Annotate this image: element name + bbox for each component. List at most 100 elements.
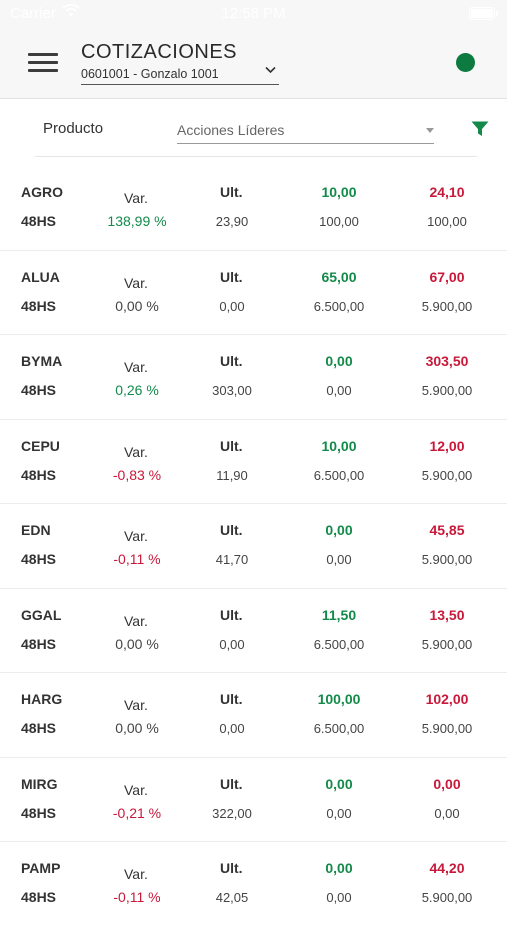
ask-quantity: 5.900,00 [421, 721, 473, 736]
variation-value: -0,21 % [112, 804, 162, 821]
bid-quantity: 6.500,00 [313, 636, 365, 652]
last-price-label: Ult. [220, 775, 243, 792]
bid-price: 0,00 [325, 353, 353, 369]
last-price-label: Ult. [220, 437, 243, 454]
status-time: 12:58 PM [221, 5, 286, 22]
bid-quantity: 6.500,00 [313, 467, 365, 483]
last-price-value: 42,05 [215, 890, 249, 905]
last-price-value: 0,00 [219, 636, 245, 652]
quote-row[interactable]: HARG 48HS Var. 0,00 % Ult. 0,00 100,00 6.500,00… [0, 673, 507, 758]
bid-quantity: 0,00 [326, 552, 352, 567]
ticker-symbol: CEPU [21, 437, 60, 454]
account-selector[interactable]: 0601001 - Gonzalo 1001 [81, 65, 279, 85]
last-price-value: 0,00 [219, 298, 245, 314]
bid-price: 0,00 [325, 775, 353, 792]
bid-quantity: 100,00 [319, 214, 359, 229]
ticker-symbol: GGAL [21, 606, 62, 623]
variation-label: Var. [124, 528, 148, 544]
quote-row[interactable]: EDN 48HS Var. -0,11 % Ult. 41,70 0,00 0,00 45,85… [0, 504, 507, 589]
ask-price: 24,10 [429, 184, 465, 200]
chevron-down-icon [265, 66, 276, 74]
bid-price: 65,00 [321, 268, 357, 285]
quote-row[interactable]: GGAL 48HS Var. 0,00 % Ult. 0,00 11,50 6.500,00 1… [0, 589, 507, 673]
bid-price: 10,00 [321, 184, 357, 200]
page-title: COTIZACIONES [81, 41, 238, 63]
ticker-symbol: EDN [21, 522, 51, 538]
bid-quantity: 0,00 [326, 383, 352, 398]
product-label: Producto [43, 120, 104, 137]
bid-quantity: 0,00 [326, 805, 352, 821]
divider [35, 156, 477, 157]
ticker-symbol: BYMA [21, 353, 63, 369]
battery-icon [469, 7, 498, 20]
variation-label: Var. [124, 612, 148, 629]
last-price-value: 322,00 [212, 805, 252, 821]
settlement-term: 48HS [21, 297, 57, 314]
ticker-symbol: ALUA [21, 268, 60, 285]
variation-label: Var. [124, 274, 148, 291]
quote-row[interactable]: ALUA 48HS Var. 0,00 % Ult. 0,00 65,00 6.500,00 6… [0, 251, 507, 335]
ask-price: 13,50 [429, 606, 465, 623]
product-dropdown[interactable]: Acciones Líderes [177, 121, 434, 144]
filter-icon[interactable] [471, 121, 489, 137]
quote-row[interactable]: PAMP 48HS Var. -0,11 % Ult. 42,05 0,00 0,00 44,2… [0, 842, 507, 926]
quote-row[interactable]: MIRG 48HS Var. -0,21 % Ult. 322,00 0,00 0,00 0,0… [0, 758, 507, 842]
settlement-term: 48HS [21, 635, 57, 652]
status-bar: Carrier 12:58 PM [0, 0, 507, 28]
variation-value: 138,99 % [107, 213, 167, 229]
last-price-label: Ult. [220, 353, 243, 369]
bid-price: 10,00 [321, 437, 357, 454]
last-price-label: Ult. [220, 184, 243, 200]
variation-value: 0,00 % [115, 720, 159, 736]
ask-price: 67,00 [429, 268, 465, 285]
app-header: Carrier 12:58 PM COTIZACIONES 0601001 - … [0, 0, 507, 99]
account-label: 0601001 - Gonzalo 1001 [81, 67, 219, 81]
last-price-value: 0,00 [219, 721, 245, 736]
filter-row: Producto Acciones Líderes [0, 99, 507, 157]
ticker-symbol: MIRG [21, 775, 58, 792]
last-price-label: Ult. [220, 522, 243, 538]
variation-value: 0,00 % [115, 635, 159, 652]
status-carrier: Carrier [10, 5, 56, 22]
variation-label: Var. [124, 866, 148, 882]
connection-status-indicator [456, 53, 475, 72]
last-price-label: Ult. [220, 606, 243, 623]
bid-quantity: 6.500,00 [313, 721, 365, 736]
last-price-value: 303,00 [212, 383, 252, 398]
bid-price: 11,50 [321, 606, 357, 623]
bid-quantity: 0,00 [326, 890, 352, 905]
settlement-term: 48HS [21, 551, 57, 567]
ask-price: 12,00 [429, 437, 465, 454]
settlement-term: 48HS [21, 804, 57, 821]
bid-price: 0,00 [325, 860, 353, 876]
variation-value: -0,83 % [112, 466, 162, 483]
ticker-symbol: PAMP [21, 860, 61, 876]
ask-price: 45,85 [429, 522, 465, 538]
ticker-symbol: HARG [21, 691, 63, 707]
ask-quantity: 5.900,00 [421, 552, 473, 567]
quotes-list: AGRO 48HS Var. 138,99 % Ult. 23,90 10,00 100,00… [0, 166, 507, 926]
quote-row[interactable]: CEPU 48HS Var. -0,83 % Ult. 11,90 10,00 6.500,0… [0, 420, 507, 504]
last-price-value: 23,90 [215, 214, 249, 229]
ask-quantity: 5.900,00 [421, 467, 473, 483]
settlement-term: 48HS [21, 382, 57, 398]
bid-quantity: 6.500,00 [313, 298, 365, 314]
caret-down-icon [426, 128, 434, 133]
bid-price: 0,00 [325, 522, 353, 538]
variation-value: 0,26 % [115, 382, 159, 398]
quote-row[interactable]: BYMA 48HS Var. 0,26 % Ult. 303,00 0,00 0,00 303,… [0, 335, 507, 420]
ask-price: 0,00 [433, 775, 461, 792]
variation-value: 0,00 % [115, 297, 159, 314]
variation-label: Var. [124, 697, 148, 713]
last-price-label: Ult. [220, 860, 243, 876]
ask-price: 44,20 [429, 860, 465, 876]
ask-quantity: 5.900,00 [421, 383, 473, 398]
variation-label: Var. [124, 359, 148, 375]
ask-price: 303,50 [425, 353, 469, 369]
ticker-symbol: AGRO [21, 184, 63, 200]
quote-row[interactable]: AGRO 48HS Var. 138,99 % Ult. 23,90 10,00 100,00… [0, 166, 507, 251]
ask-price: 102,00 [425, 691, 469, 707]
wifi-icon [62, 4, 80, 17]
hamburger-menu-icon[interactable] [28, 53, 58, 73]
last-price-label: Ult. [220, 691, 243, 707]
